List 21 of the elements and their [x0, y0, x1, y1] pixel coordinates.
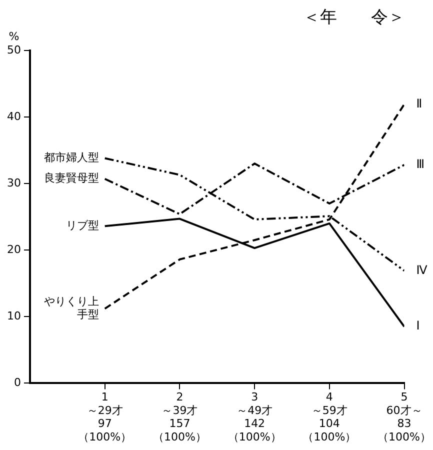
y-tick-label: 0: [14, 376, 21, 390]
chart-title: ＜年 令＞: [303, 8, 405, 28]
x-tick-label: 4 ～59才 104 （100%）: [302, 390, 356, 444]
y-tick-label: 40: [6, 110, 21, 123]
x-tick-label: 3 ～49才 142 （100%）: [228, 390, 282, 444]
y-tick-label: 20: [6, 242, 21, 256]
x-tick-label: 2 ～39才 157 （100%）: [152, 390, 206, 444]
y-tick-label: 10: [6, 310, 21, 322]
text: Ⅰ: [416, 318, 420, 333]
x-tick-label: 5 60才～ 83 （100%）: [378, 390, 432, 444]
x-tick-label: 1 ～29才 97 （100%）: [78, 390, 132, 444]
text: Ⅳ: [416, 262, 428, 277]
series-label: やりくり上手型: [44, 295, 99, 322]
y-tick-label: 30: [6, 176, 21, 190]
series-label: 良妻賢母型: [44, 172, 99, 185]
series-label: 都市婦人型: [44, 151, 99, 164]
y-tick-label: 50: [6, 43, 21, 56]
y-axis-title: %: [8, 30, 20, 43]
text: Ⅱ: [416, 96, 422, 110]
series-label: リブ型: [66, 218, 99, 232]
text: Ⅲ: [416, 157, 425, 172]
